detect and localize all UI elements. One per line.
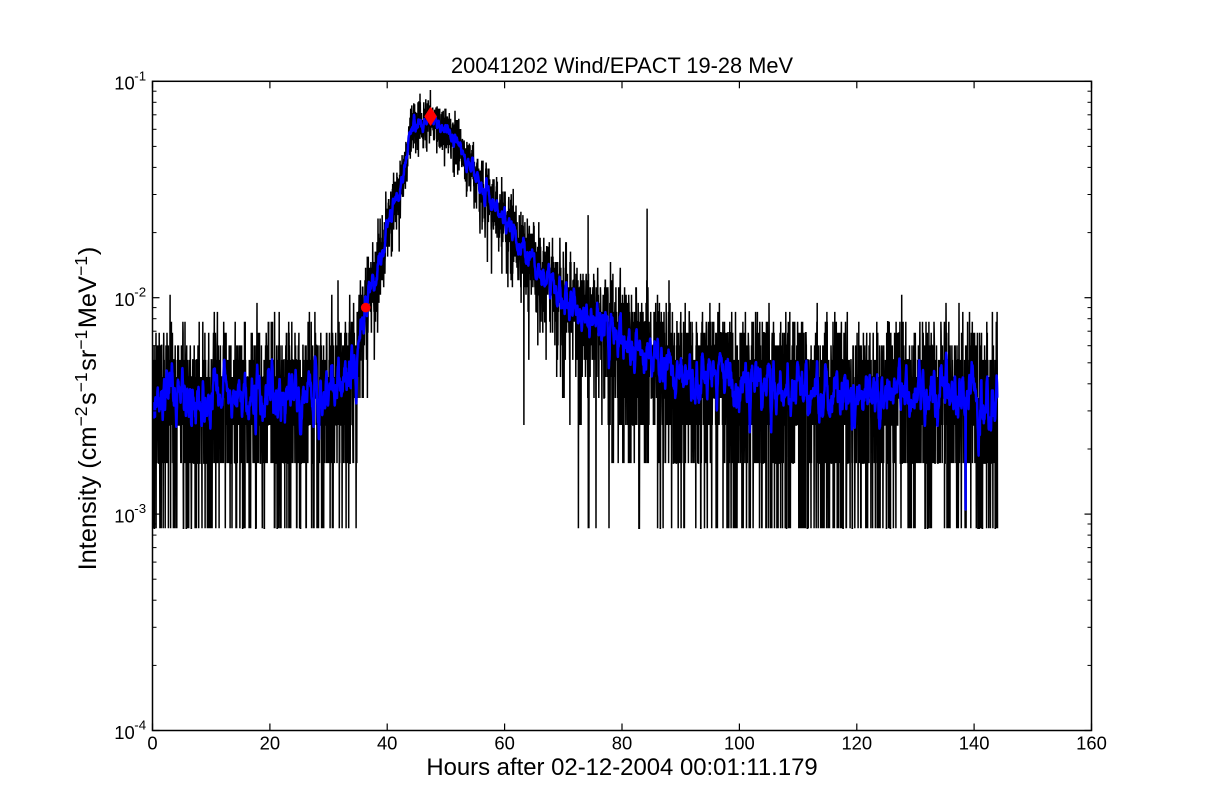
svg-text:140: 140 <box>959 732 990 753</box>
svg-text:-1: -1 <box>134 68 146 83</box>
svg-text:60: 60 <box>494 732 514 753</box>
svg-text:-4: -4 <box>134 718 146 733</box>
svg-text:Hours after 02-12-2004 00:01:1: Hours after 02-12-2004 00:01:11.179 <box>426 754 817 781</box>
svg-text:20041202 Wind/EPACT 19-28 MeV: 20041202 Wind/EPACT 19-28 MeV <box>451 53 794 78</box>
svg-text:160: 160 <box>1076 732 1107 753</box>
svg-text:80: 80 <box>612 732 632 753</box>
svg-text:-3: -3 <box>134 501 146 516</box>
svg-text:10: 10 <box>114 722 134 743</box>
svg-text:120: 120 <box>841 732 872 753</box>
svg-text:0: 0 <box>147 732 157 753</box>
svg-text:-2: -2 <box>134 285 146 300</box>
svg-text:40: 40 <box>377 732 397 753</box>
svg-text:10: 10 <box>114 505 134 526</box>
svg-text:100: 100 <box>724 732 755 753</box>
svg-text:10: 10 <box>114 289 134 310</box>
svg-text:10: 10 <box>114 73 134 94</box>
svg-text:20: 20 <box>260 732 280 753</box>
